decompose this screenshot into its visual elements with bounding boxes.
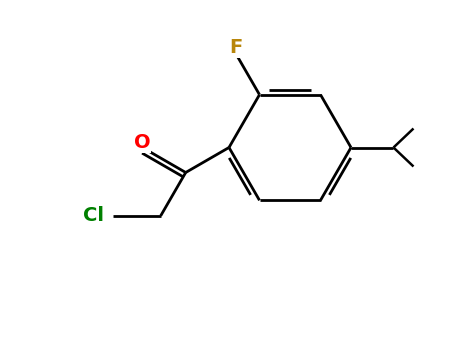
Text: Cl: Cl: [83, 206, 104, 225]
Text: F: F: [229, 38, 243, 57]
Text: O: O: [134, 133, 150, 152]
